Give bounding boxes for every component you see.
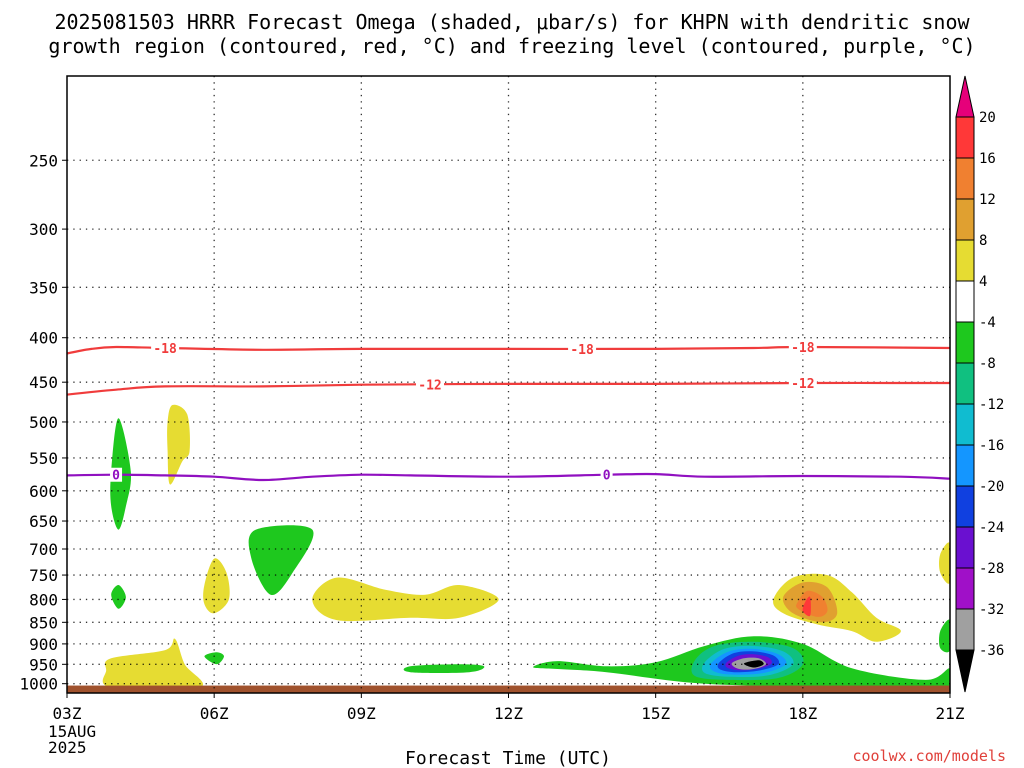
x-tick-label: 03Z [53,704,82,723]
x-tick-label: 12Z [494,704,523,723]
omega-shaded-region [403,664,485,673]
contour-line [67,345,950,355]
colorbar-label: 20 [979,110,996,126]
contour-label-bg [600,467,613,482]
colorbar: 20 16 12 8 4 -4 -8 -12 -16 -20 -24 -28 -32 -36 [955,75,1004,693]
colorbar-label: 12 [979,192,996,208]
x-axis-ticks: 03Z 06Z 09Z 12Z 15Z 18Z 21Z [53,693,965,723]
x-date-year: 2025 [48,738,87,757]
colorbar-swatch [955,280,975,323]
contour-label-bg [416,377,445,392]
colorbar-label: -8 [979,356,996,372]
colorbar-swatch [955,403,975,446]
x-tick-label: 06Z [200,704,229,723]
y-tick-label: 500 [29,413,58,432]
x-date-day: 15AUG [48,722,96,741]
y-tick-label: 900 [29,635,58,654]
shaded-regions-layer [102,404,950,690]
omega-shaded-region [203,558,230,614]
y-tick-label: 950 [29,655,58,674]
omega-shaded-region [167,404,191,485]
x-axis-label: Forecast Time (UTC) [405,748,611,768]
colorbar-label: 16 [979,151,996,167]
y-tick-label: 250 [29,151,58,170]
x-tick-label: 18Z [788,704,817,723]
contour-label: -18 [153,342,177,357]
colorbar-swatch [955,526,975,569]
y-tick-label: 600 [29,482,58,501]
omega-shaded-region [939,619,950,653]
x-tick-label: 09Z [347,704,376,723]
contour-label: 0 [112,469,120,484]
omega-shaded-region [312,577,499,622]
x-tick-label: 15Z [641,704,670,723]
ground-surface [67,685,950,693]
colorbar-label: -20 [979,479,1004,495]
y-tick-label: 300 [29,220,58,239]
colorbar-label: -32 [979,602,1004,618]
colorbar-swatch [955,198,975,241]
colorbar-swatch [955,608,975,651]
contour-label: 0 [603,469,611,484]
chart-title-line1: 2025081503 HRRR Forecast Omega (shaded, … [54,10,970,34]
colorbar-label: -36 [979,643,1004,659]
omega-shaded-region [111,584,126,609]
y-axis-ticks: 250 300 350 400 450 500 550 600 650 700 750 800 850 9… [19,151,67,694]
ground-layer [67,685,950,693]
contour-label-bg [568,341,597,356]
y-tick-label: 700 [29,540,58,559]
contour-label: -12 [791,377,814,392]
colorbar-label: -24 [979,520,1004,536]
chart-title-line2: growth region (contoured, red, °C) and f… [48,34,975,58]
colorbar-bottom-arrow [955,649,975,693]
contour-label: -12 [418,378,441,393]
omega-shaded-region [248,525,314,596]
y-tick-label: 750 [29,566,58,585]
y-tick-label: 800 [29,590,58,609]
site-credit: coolwx.com/models [852,747,1006,765]
contour-line [67,381,950,396]
contour-label-bg [110,467,123,482]
colorbar-label: -12 [979,397,1004,413]
x-tick-label: 21Z [936,704,965,723]
y-tick-label: 850 [29,613,58,632]
omega-shaded-region [802,596,811,617]
colorbar-label: -28 [979,561,1004,577]
y-tick-label: 1000 [19,675,58,694]
colorbar-label: -16 [979,438,1004,454]
y-tick-label: 550 [29,449,58,468]
colorbar-swatch [955,116,975,159]
omega-shaded-region [939,542,950,584]
contour-layer: -18 -18 -18 -12 -12 0 0 [67,340,950,484]
colorbar-label: 4 [979,274,987,290]
y-tick-label: 350 [29,278,58,297]
colorbar-swatch [955,239,975,282]
contour-label-bg [788,340,817,355]
colorbar-swatch [955,485,975,528]
colorbar-top-arrow [955,75,975,118]
contour-label-bg [788,376,817,391]
contour-line [67,472,950,482]
colorbar-label: -4 [979,315,996,331]
colorbar-swatch [955,157,975,200]
colorbar-swatch [955,567,975,610]
grid-layer [67,76,950,693]
omega-shaded-region [102,638,204,690]
colorbar-swatch [955,321,975,364]
y-tick-label: 400 [29,329,58,348]
colorbar-swatch [955,362,975,405]
y-tick-label: 450 [29,373,58,392]
colorbar-label: 8 [979,233,987,249]
omega-shaded-region [204,652,224,665]
contour-label: -18 [570,343,594,358]
contour-label-bg [151,340,180,355]
contour-label: -18 [791,341,815,356]
y-tick-label: 650 [29,512,58,531]
colorbar-swatch [955,444,975,487]
